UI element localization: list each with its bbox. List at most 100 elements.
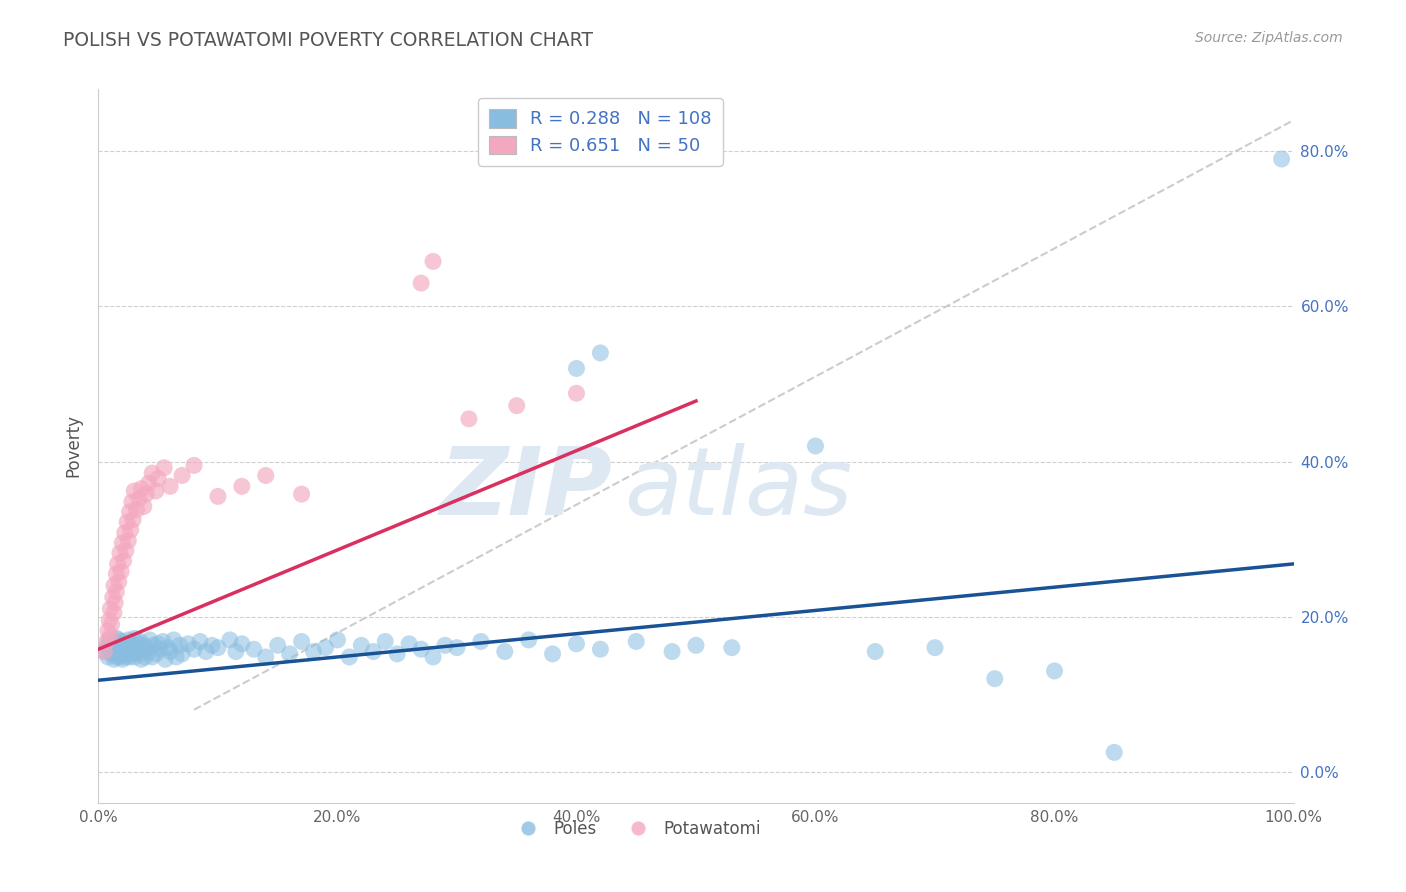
Point (107, 644, 129, 658)
Point (125, 502, 148, 516)
Point (141, 650, 163, 665)
Text: atlas: atlas (624, 443, 852, 534)
Point (231, 479, 253, 493)
Point (114, 525, 136, 540)
Point (108, 546, 131, 560)
Point (122, 513, 145, 527)
Point (98, 644, 122, 658)
Point (105, 632, 128, 646)
Point (302, 644, 325, 658)
Point (183, 642, 205, 657)
Text: POLISH VS POTAWATOMI POVERTY CORRELATION CHART: POLISH VS POTAWATOMI POVERTY CORRELATION… (63, 31, 593, 50)
Point (1271, 152, 1294, 166)
Point (120, 638, 142, 652)
Point (129, 634, 152, 648)
Point (172, 468, 194, 483)
Point (142, 638, 165, 652)
Point (98, 614, 121, 628)
Point (350, 638, 373, 652)
Point (156, 640, 179, 655)
Point (124, 650, 146, 665)
Point (924, 640, 946, 655)
Point (661, 644, 683, 658)
Point (804, 439, 827, 453)
Point (101, 591, 124, 605)
Point (107, 639, 129, 653)
Point (149, 642, 172, 657)
Point (291, 487, 314, 501)
Point (207, 490, 229, 504)
Point (291, 634, 314, 648)
Point (111, 652, 134, 666)
Point (159, 644, 181, 658)
Point (100, 637, 122, 651)
Point (98, 629, 122, 643)
Point (103, 579, 125, 593)
Point (155, 652, 177, 666)
Point (506, 399, 529, 413)
Point (93, 644, 115, 658)
Point (984, 672, 1007, 686)
Point (254, 650, 277, 665)
Point (589, 346, 612, 360)
Point (177, 637, 200, 651)
Point (225, 644, 247, 658)
Point (201, 638, 224, 652)
Point (135, 487, 157, 501)
Point (434, 638, 457, 652)
Point (541, 647, 564, 661)
Y-axis label: Poverty: Poverty (65, 415, 83, 477)
Point (107, 574, 129, 589)
Point (98, 602, 122, 616)
Point (278, 647, 301, 661)
Point (110, 565, 132, 579)
Point (103, 634, 125, 648)
Point (565, 386, 588, 401)
Point (96, 639, 118, 653)
Point (132, 638, 155, 652)
Point (115, 640, 138, 655)
Point (115, 515, 138, 529)
Point (93, 644, 115, 658)
Point (112, 554, 135, 568)
Point (121, 647, 143, 661)
Point (374, 634, 396, 648)
Point (96, 634, 118, 648)
Text: Source: ZipAtlas.com: Source: ZipAtlas.com (1195, 31, 1343, 45)
Point (363, 644, 385, 658)
Point (115, 543, 138, 558)
Point (132, 500, 155, 514)
Point (107, 557, 129, 571)
Point (117, 644, 139, 658)
Point (470, 634, 492, 648)
Point (117, 533, 139, 548)
Point (138, 644, 160, 658)
Point (494, 644, 516, 658)
Point (98, 640, 122, 655)
Point (422, 650, 444, 665)
Point (107, 632, 129, 647)
Point (111, 536, 134, 550)
Legend: Poles, Potawatomi: Poles, Potawatomi (505, 814, 768, 845)
Point (188, 634, 211, 648)
Point (148, 472, 170, 486)
Point (115, 650, 138, 665)
Point (207, 640, 229, 655)
Point (685, 638, 707, 652)
Point (121, 637, 143, 651)
Point (267, 638, 290, 652)
Point (326, 632, 349, 647)
Point (134, 650, 156, 665)
Point (117, 632, 139, 647)
Point (517, 632, 540, 647)
Point (103, 606, 125, 620)
Point (122, 642, 145, 657)
Point (105, 566, 128, 581)
Point (339, 650, 361, 665)
Point (97, 624, 120, 638)
Point (138, 476, 160, 491)
Point (159, 479, 181, 493)
Point (165, 650, 187, 665)
Point (104, 642, 127, 657)
Point (98, 632, 121, 647)
